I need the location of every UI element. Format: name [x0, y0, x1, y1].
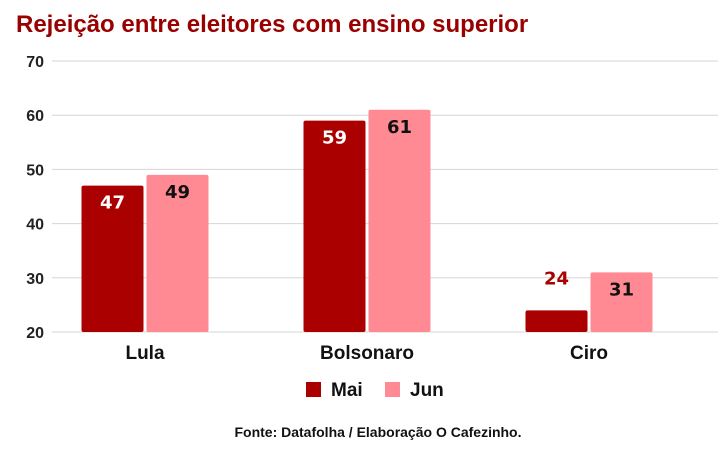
y-tick-label: 50 — [26, 162, 44, 179]
legend: Mai Jun — [306, 380, 444, 401]
y-tick-label: 40 — [26, 217, 44, 234]
x-tick-label: Bolsonaro — [320, 343, 414, 364]
legend-swatch-jun — [385, 382, 400, 397]
data-label: 24 — [544, 268, 569, 289]
chart-title: Rejeição entre eleitores com ensino supe… — [16, 11, 528, 38]
data-label: 49 — [165, 182, 190, 203]
bar-lula-jun — [146, 174, 209, 332]
y-tick-label: 30 — [26, 271, 44, 288]
y-axis-ticks: 20 30 40 50 60 70 — [26, 54, 44, 342]
y-tick-label: 20 — [26, 325, 44, 342]
legend-label: Jun — [410, 380, 444, 401]
x-tick-label: Ciro — [570, 343, 608, 364]
data-label: 59 — [322, 128, 347, 149]
data-label: 47 — [100, 193, 125, 214]
bar-ciro-mai — [525, 310, 588, 332]
bars — [81, 109, 653, 333]
bar-ciro-jun — [590, 272, 653, 332]
x-tick-label: Lula — [125, 343, 164, 364]
data-label: 31 — [609, 279, 634, 300]
y-tick-label: 60 — [26, 108, 44, 125]
bar-lula-mai — [81, 185, 144, 332]
data-labels: 47 49 59 61 24 31 — [100, 117, 634, 301]
legend-label: Mai — [331, 380, 363, 401]
bar-bolsonaro-mai — [303, 120, 366, 333]
bar-bolsonaro-jun — [368, 109, 431, 332]
x-axis-ticks: Lula Bolsonaro Ciro — [125, 343, 608, 364]
y-tick-label: 70 — [26, 54, 44, 71]
data-label: 61 — [387, 117, 412, 138]
legend-swatch-mai — [306, 382, 321, 397]
source-note: Fonte: Datafolha / Elaboração O Cafezinh… — [234, 424, 521, 440]
